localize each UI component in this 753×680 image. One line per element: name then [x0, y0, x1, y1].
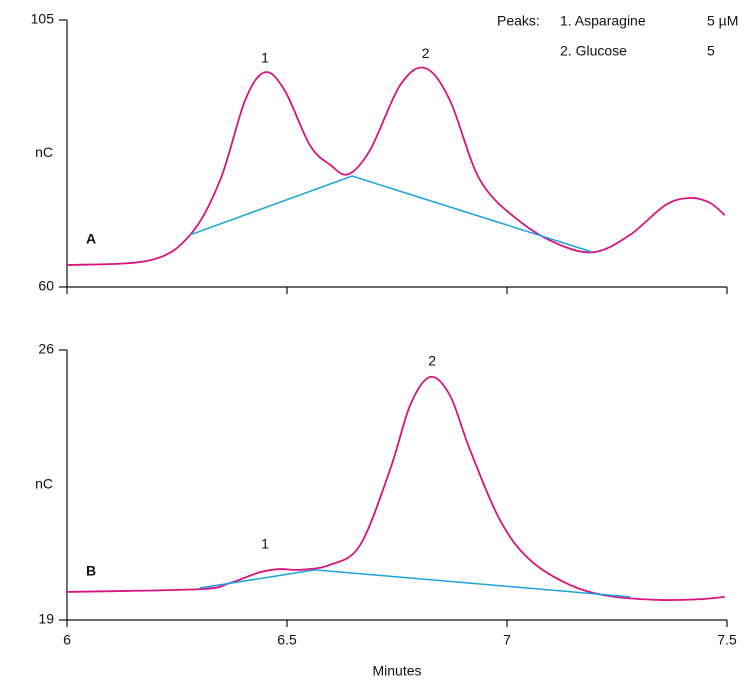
trace [66, 66, 726, 266]
legend-title: Peaks: [497, 13, 540, 29]
panel-label: A [86, 231, 96, 247]
trace [66, 375, 725, 602]
legend-peak: 1. Asparagine [560, 13, 646, 29]
y-axis-label: nC [35, 144, 53, 160]
peak-label: 1 [261, 49, 269, 65]
y-axis-label: nC [35, 476, 53, 492]
x-tick-label: 6.5 [277, 632, 297, 648]
legend-amount: 5 [707, 43, 715, 59]
peak-label: 1 [261, 535, 269, 551]
panel-label: B [86, 563, 96, 579]
y-tick-label: 26 [38, 341, 54, 357]
legend-amount: 5 µM [707, 13, 738, 29]
y-tick-label: 60 [38, 278, 54, 294]
x-tick-label: 6 [63, 632, 71, 648]
legend-peak: 2. Glucose [560, 43, 627, 59]
trace [189, 175, 591, 253]
y-tick-label: 19 [38, 611, 54, 627]
trace [199, 569, 631, 598]
y-tick-label: 105 [31, 11, 55, 27]
x-tick-label: 7.5 [717, 632, 737, 648]
x-tick-label: 7 [503, 632, 511, 648]
peak-label: 2 [428, 352, 436, 368]
peak-label: 2 [422, 45, 430, 61]
x-axis-label: Minutes [372, 663, 421, 679]
